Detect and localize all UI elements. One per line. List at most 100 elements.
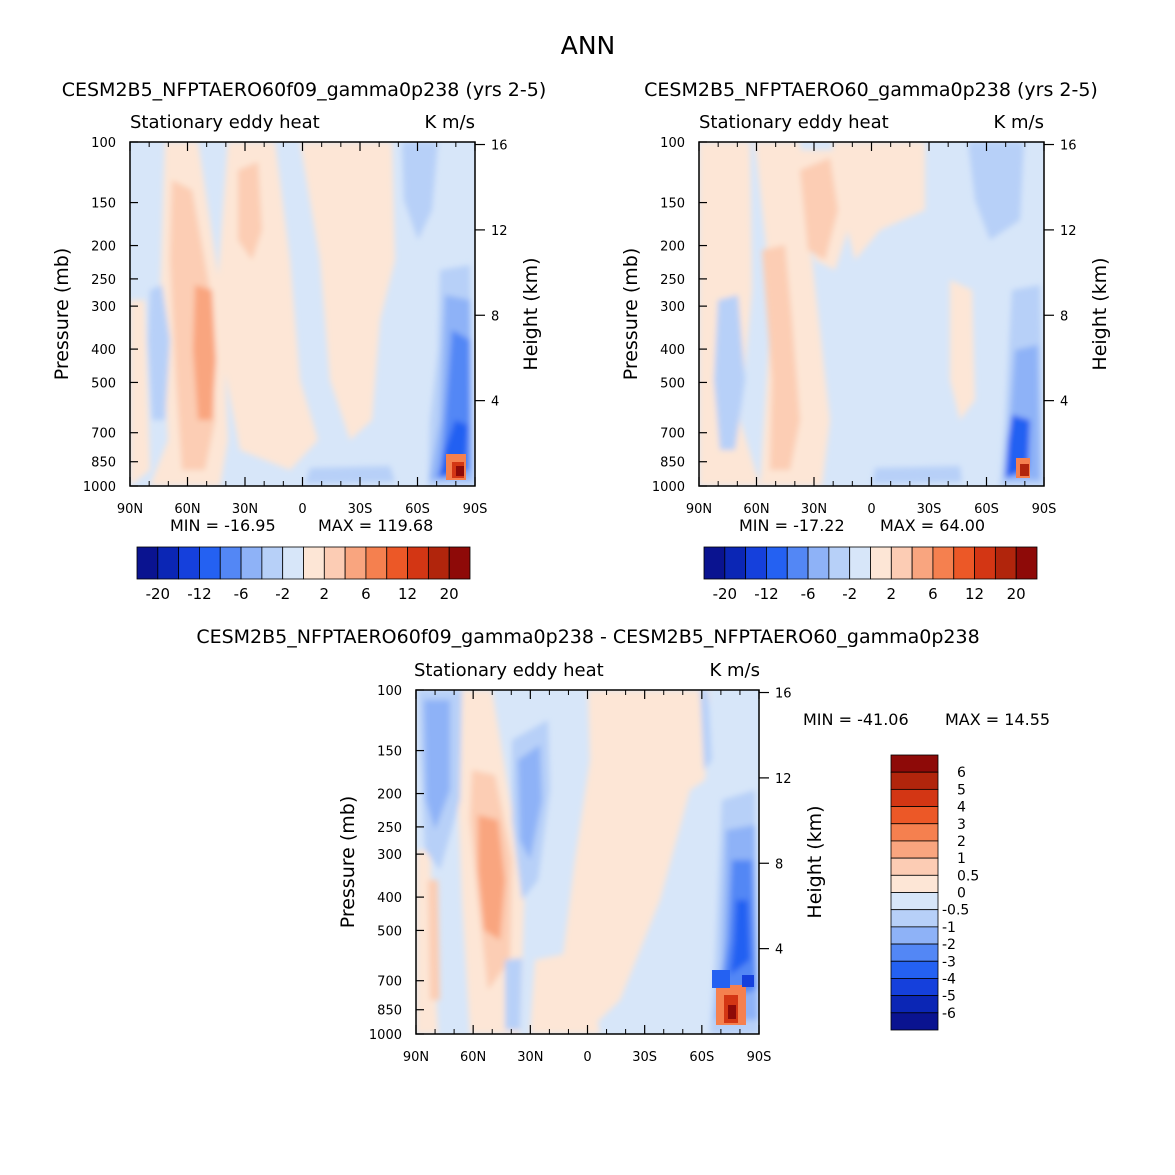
colorbar-swatch bbox=[745, 546, 767, 580]
p1-tongue-30s bbox=[300, 142, 395, 440]
colorbar-swatch bbox=[994, 546, 1017, 580]
colorbar-label: -5 bbox=[942, 989, 956, 1005]
colorbar-swatch bbox=[953, 546, 975, 580]
panel-2-axes: 100 150 200 250 300 400 500 700 850 1000 16 12 8 4 90N… bbox=[620, 136, 1111, 517]
colorbar-label: 2 bbox=[957, 834, 966, 850]
panel-1: CESM2B5_NFPTAERO60f09_gamma0p238 (yrs 2-… bbox=[51, 79, 546, 603]
lat-tick-label: 60N bbox=[460, 1050, 486, 1065]
lat-tick-label: 0 bbox=[583, 1050, 591, 1065]
pressure-tick-label: 300 bbox=[377, 848, 402, 863]
colorbar-swatch bbox=[807, 546, 830, 580]
colorbar-swatch bbox=[240, 546, 263, 580]
colorbar-label: -20 bbox=[713, 585, 738, 603]
p3-pos-70n-low bbox=[428, 880, 440, 1000]
p2-core-60n bbox=[762, 245, 800, 470]
colorbar-label: 6 bbox=[928, 585, 938, 603]
height-tick-label: 8 bbox=[775, 857, 783, 872]
colorbar-swatch bbox=[724, 546, 747, 580]
colorbar-swatch bbox=[890, 874, 939, 893]
height-tick-label: 8 bbox=[1060, 309, 1068, 324]
lat-tick-label: 0 bbox=[298, 502, 306, 517]
pressure-tick-label: 200 bbox=[91, 240, 116, 255]
colorbar-swatch bbox=[178, 546, 200, 580]
height-axis-title: Height (km) bbox=[520, 257, 542, 370]
colorbar-swatch bbox=[136, 546, 159, 580]
lat-tick-label: 30S bbox=[917, 502, 942, 517]
lat-tick-label: 90S bbox=[1032, 502, 1057, 517]
p2-ridge-eq bbox=[832, 142, 925, 260]
lat-tick-label: 30S bbox=[348, 502, 373, 517]
colorbar-swatch bbox=[974, 546, 996, 580]
panel-3: CESM2B5_NFPTAERO60f09_gamma0p238 - CESM2… bbox=[196, 626, 1050, 1065]
p1-neg-70n bbox=[148, 285, 170, 420]
lat-tick-label: 0 bbox=[867, 502, 875, 517]
pressure-tick-label: 300 bbox=[91, 300, 116, 315]
colorbar-swatch bbox=[890, 771, 939, 790]
colorbar-swatch bbox=[766, 546, 788, 580]
pressure-tick-label: 250 bbox=[660, 273, 685, 288]
colorbar-label: 20 bbox=[440, 585, 459, 603]
panel-1-units: K m/s bbox=[424, 112, 475, 133]
pressure-tick-label: 250 bbox=[91, 273, 116, 288]
colorbar-label: 2 bbox=[320, 585, 330, 603]
colorbar-label: 12 bbox=[398, 585, 417, 603]
season-title: ANN bbox=[561, 31, 616, 60]
lat-tick-label: 90S bbox=[747, 1050, 772, 1065]
colorbar-swatch bbox=[407, 546, 429, 580]
panel-1-surface-max bbox=[446, 454, 466, 480]
pressure-tick-label: 850 bbox=[91, 456, 116, 471]
panel-3-surface-features bbox=[712, 970, 754, 1025]
colorbar-swatch bbox=[890, 926, 939, 945]
panel-2-units: K m/s bbox=[993, 112, 1044, 133]
pressure-tick-label: 300 bbox=[660, 300, 685, 315]
colorbar-swatch bbox=[890, 995, 939, 1014]
colorbar-label: 0 bbox=[957, 886, 966, 902]
pressure-tick-label: 500 bbox=[660, 376, 685, 391]
lat-tick-label: 30N bbox=[801, 502, 827, 517]
pressure-tick-label: 150 bbox=[91, 197, 116, 212]
colorbar-swatch bbox=[386, 546, 408, 580]
height-tick-label: 16 bbox=[1060, 139, 1077, 154]
colorbar-label: -2 bbox=[942, 937, 956, 953]
pressure-tick-label: 100 bbox=[660, 136, 685, 151]
pressure-tick-label: 500 bbox=[91, 376, 116, 391]
p3-max-60n bbox=[478, 815, 505, 940]
lat-tick-label: 60N bbox=[743, 502, 769, 517]
p3-pos-eq bbox=[560, 690, 710, 1034]
colorbar-label: 1 bbox=[957, 851, 966, 867]
pressure-tick-label: 100 bbox=[377, 684, 402, 699]
height-tick-label: 16 bbox=[491, 139, 508, 154]
colorbar-label: -12 bbox=[754, 585, 779, 603]
lat-tick-label: 90N bbox=[117, 502, 143, 517]
colorbar-swatch bbox=[870, 546, 892, 580]
pressure-tick-label: 150 bbox=[660, 197, 685, 212]
colorbar-swatch bbox=[303, 546, 325, 580]
height-tick-label: 12 bbox=[491, 224, 508, 239]
lat-tick-label: 30N bbox=[517, 1050, 543, 1065]
p2-core-30n bbox=[800, 158, 838, 260]
colorbar-label: -1 bbox=[942, 920, 956, 936]
p3-neg-80n-2 bbox=[424, 700, 450, 830]
panel-2-min: MIN = -17.22 bbox=[739, 516, 845, 535]
height-tick-label: 16 bbox=[775, 687, 792, 702]
pressure-tick-label: 400 bbox=[660, 343, 685, 358]
colorbar-swatch bbox=[849, 546, 871, 580]
colorbar-label: -4 bbox=[942, 971, 956, 987]
colorbar-swatch bbox=[890, 1012, 939, 1031]
p3-pos-30s-low bbox=[530, 950, 600, 1034]
panel-3-units: K m/s bbox=[709, 660, 760, 681]
pressure-tick-label: 1000 bbox=[369, 1028, 402, 1043]
height-tick-label: 8 bbox=[491, 309, 499, 324]
colorbar-label: -0.5 bbox=[942, 903, 969, 919]
p3-neg-upper-sh bbox=[700, 690, 712, 770]
panel-3-max: MAX = 14.55 bbox=[945, 710, 1050, 729]
panel-1-min: MIN = -16.95 bbox=[170, 516, 276, 535]
colorbar-swatch bbox=[1015, 546, 1038, 580]
colorbar-swatch bbox=[828, 546, 851, 580]
height-axis-title: Height (km) bbox=[1089, 257, 1111, 370]
colorbar-swatch bbox=[157, 546, 180, 580]
pressure-tick-label: 850 bbox=[377, 1004, 402, 1019]
p2-neg-surface bbox=[872, 466, 962, 484]
colorbar-label: -12 bbox=[187, 585, 212, 603]
panel-1-title: CESM2B5_NFPTAERO60f09_gamma0p238 (yrs 2-… bbox=[62, 79, 547, 101]
